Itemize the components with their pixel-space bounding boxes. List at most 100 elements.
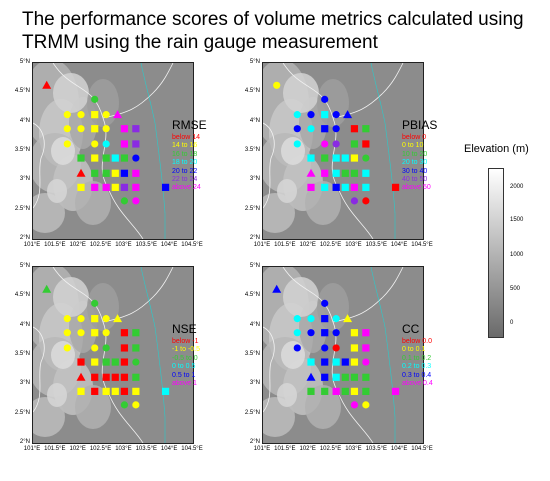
station-marker-square — [91, 154, 99, 162]
map-panel-nse — [32, 266, 194, 444]
station-marker-square — [362, 169, 370, 177]
station-marker-square — [350, 329, 359, 337]
longitude-tick-label: 103°E — [115, 242, 132, 248]
longitude-tick-label: 102°E — [299, 242, 316, 248]
station-marker-circle — [332, 140, 340, 148]
longitude-tick-label: 101.5°E — [44, 242, 66, 248]
station-marker-circle — [293, 329, 301, 337]
station-marker-circle — [120, 197, 129, 205]
station-marker-circle — [91, 344, 99, 352]
station-marker-square — [341, 183, 349, 191]
station-marker-square — [132, 169, 140, 177]
longitude-tick-label: 101°E — [253, 446, 271, 452]
station-marker-circle — [63, 344, 71, 352]
boundary-line — [332, 267, 404, 323]
legend-entry: 0.3 to 0.4 — [402, 371, 432, 379]
station-marker-square — [120, 387, 129, 395]
latitude-tick-label: 2.5°N — [244, 205, 260, 212]
station-marker-circle — [91, 299, 99, 307]
station-marker-triangle — [306, 168, 316, 177]
station-marker-circle — [132, 197, 140, 205]
station-marker-circle — [293, 315, 301, 323]
station-marker-circle — [102, 344, 110, 352]
longitude-tick-label: 101.5°E — [274, 242, 296, 248]
station-marker-square — [132, 373, 140, 381]
terrain-relief — [47, 179, 67, 203]
station-marker-circle — [273, 81, 281, 89]
map-panel-pbias — [262, 62, 424, 240]
longitude-tick-label: 102.5°E — [89, 446, 112, 452]
station-marker-circle — [293, 125, 301, 133]
station-marker-circle — [63, 140, 71, 148]
station-marker-circle — [132, 358, 140, 366]
station-marker-square — [120, 358, 129, 366]
legend-entry: above 24 — [172, 184, 201, 192]
station-marker-square — [91, 315, 99, 323]
station-marker-circle — [362, 197, 370, 205]
station-marker-square — [321, 183, 329, 191]
legend-entry: below -1 — [172, 338, 199, 345]
terrain-relief — [53, 73, 89, 113]
station-marker-square — [91, 373, 99, 381]
longitude-tick-label: 104°E — [390, 446, 408, 452]
longitude-tick-label: 102.5°E — [319, 446, 342, 452]
colorbar-tick: 0 — [510, 320, 514, 326]
terrain-relief — [75, 385, 111, 429]
station-marker-square — [132, 140, 140, 148]
station-marker-square — [341, 373, 349, 381]
station-marker-triangle — [113, 314, 123, 323]
station-marker-circle — [362, 154, 370, 162]
longitude-tick-label: 102°E — [69, 242, 86, 248]
station-marker-circle — [293, 140, 301, 148]
station-marker-square — [307, 358, 315, 366]
station-marker-square — [332, 154, 340, 162]
station-marker-square — [332, 183, 340, 191]
terrain-map — [263, 267, 404, 443]
station-marker-circle — [332, 344, 340, 352]
station-marker-square — [132, 125, 140, 133]
station-marker-circle — [362, 358, 370, 366]
station-marker-circle — [63, 125, 71, 133]
station-marker-square — [362, 373, 370, 381]
station-marker-triangle — [76, 372, 86, 381]
station-marker-square — [102, 358, 110, 366]
station-marker-circle — [332, 329, 340, 337]
station-marker-square — [91, 183, 99, 191]
station-marker-square — [120, 329, 129, 337]
terrain-relief — [87, 283, 119, 331]
terrain-relief — [33, 193, 65, 233]
latitude-tick-label: 3°N — [19, 176, 30, 183]
station-marker-square — [132, 387, 140, 395]
latitude-tick-label: 3.5°N — [244, 351, 260, 357]
longitude-tick-label: 102°E — [299, 446, 316, 452]
station-marker-triangle — [42, 284, 52, 293]
latitude-tick-label: 3°N — [19, 380, 30, 387]
station-marker-circle — [102, 125, 110, 133]
station-marker-square — [102, 373, 110, 381]
terrain-relief — [263, 193, 295, 233]
longitude-tick-label: 104.5°E — [411, 242, 433, 248]
terrain-relief — [277, 383, 297, 407]
station-marker-circle — [321, 140, 329, 148]
station-marker-square — [132, 344, 140, 352]
legend-entry: below 0 — [402, 134, 427, 141]
station-marker-square — [120, 140, 129, 148]
terrain-relief — [53, 277, 89, 317]
longitude-tick-label: 101.5°E — [44, 446, 66, 452]
station-marker-square — [350, 373, 359, 381]
station-marker-square — [341, 358, 349, 366]
longitude-tick-label: 103.5°E — [135, 242, 157, 248]
station-marker-square — [91, 169, 99, 177]
station-marker-square — [341, 154, 349, 162]
station-marker-square — [307, 183, 315, 191]
legend-entry: -0.5 to 0 — [172, 354, 198, 362]
terrain-relief — [47, 383, 67, 407]
latitude-tick-label: 5°N — [19, 263, 30, 269]
station-marker-triangle — [272, 284, 282, 293]
station-marker-square — [120, 169, 129, 177]
colorbar-tick: 2000 — [510, 184, 524, 190]
longitude-tick-label: 101°E — [253, 242, 271, 248]
colorbar-title: Elevation (m) — [464, 143, 529, 155]
station-marker-square — [120, 183, 129, 191]
boundary-line — [33, 122, 45, 209]
